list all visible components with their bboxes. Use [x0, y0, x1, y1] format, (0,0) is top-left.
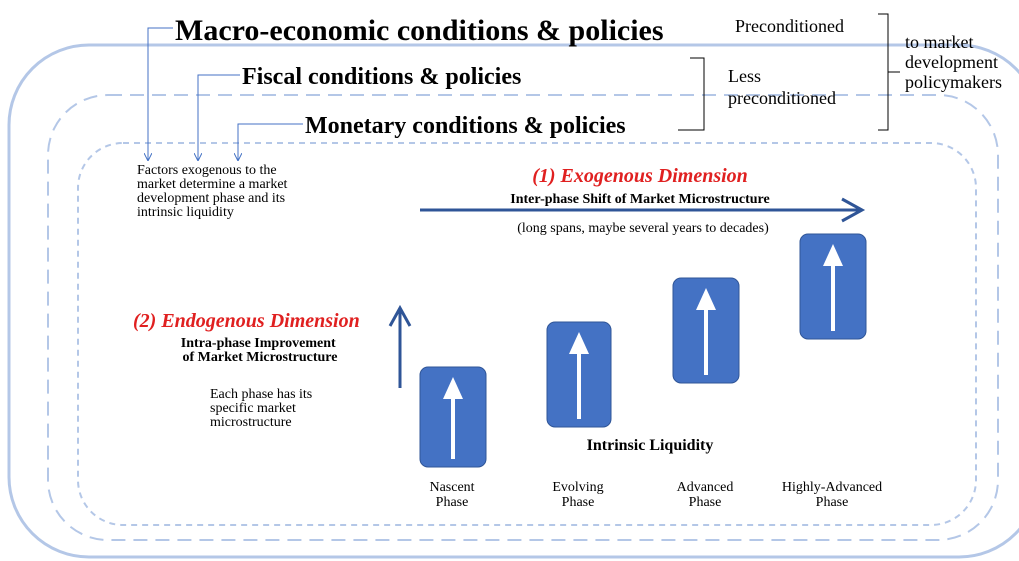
middle-frame	[47, 94, 999, 541]
endogenous-note: Each phase has its specific market micro…	[210, 387, 316, 430]
phase-arrow-head	[569, 332, 589, 354]
exogenous-subtitle: Inter-phase Shift of Market Microstructu…	[510, 192, 769, 207]
phase-arrow-head	[696, 288, 716, 310]
phase-label: Evolving Phase	[552, 480, 603, 510]
preconditioned: Preconditioned	[735, 16, 844, 36]
factors-note: Factors exogenous to the market determin…	[137, 163, 291, 220]
brackets	[678, 13, 900, 131]
exogenous-title: (1) Exogenous Dimension	[532, 165, 748, 187]
endogenous-title: (2) Endogenous Dimension	[133, 310, 360, 332]
phase-arrow-head	[443, 377, 463, 399]
phase-label: Nascent Phase	[429, 480, 474, 510]
fiscal-title: Fiscal conditions & policies	[242, 64, 521, 90]
endogenous-subtitle: Intra-phase Improvement of Market Micros…	[181, 336, 339, 365]
connectors	[148, 27, 303, 160]
policymakers: to market development policymakers	[905, 32, 1002, 92]
phase-arrow-head	[823, 244, 843, 266]
phase-label: Advanced Phase	[677, 480, 734, 510]
macro-title: Macro-economic conditions & policies	[175, 14, 664, 47]
less-preconditioned: Less preconditioned	[728, 66, 836, 108]
endogenous-arrow	[388, 304, 412, 388]
exogenous-arrow	[420, 197, 866, 223]
liquidity-label: Intrinsic Liquidity	[587, 437, 714, 454]
outer-frame	[7, 43, 1019, 559]
inner-frame	[77, 142, 977, 526]
phases: Nascent Phase Evolving Phase Advanced Phase Hi…	[419, 233, 882, 510]
exogenous-note: (long spans, maybe several years to deca…	[517, 221, 769, 236]
monetary-title: Monetary conditions & policies	[305, 113, 626, 139]
phase-label: Highly-Advanced Phase	[782, 480, 882, 510]
